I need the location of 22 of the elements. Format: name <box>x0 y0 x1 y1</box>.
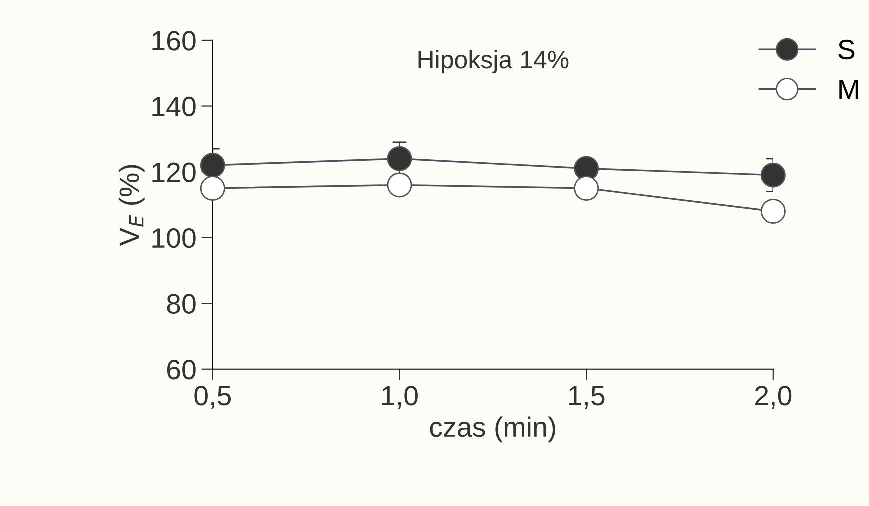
x-tick-label: 1,5 <box>569 386 605 410</box>
y-tick-label: 120 <box>152 162 196 182</box>
x-tick-label: 0,5 <box>194 386 232 410</box>
annotation: Hipoksja 14% <box>418 50 569 74</box>
legend-label: S <box>838 40 855 60</box>
point <box>574 176 600 201</box>
y-tick-label: 100 <box>152 228 196 248</box>
x-axis-title: czas (min) <box>430 416 556 443</box>
y-tick-label: 160 <box>152 31 196 51</box>
point <box>760 199 786 224</box>
y-tick-label: 140 <box>152 96 196 117</box>
y-tick-label: 80 <box>167 294 196 314</box>
point <box>200 176 226 201</box>
y-tick-label: 60 <box>167 360 196 380</box>
x-tick-label: 1,0 <box>382 386 418 410</box>
point <box>387 172 412 198</box>
x-tick-label: 2,0 <box>756 386 792 410</box>
point <box>200 152 226 178</box>
legend-label: M <box>840 80 858 100</box>
point <box>387 146 412 172</box>
point <box>760 162 786 188</box>
y-axis-title: V$_{E}$ (%) <box>118 165 145 246</box>
